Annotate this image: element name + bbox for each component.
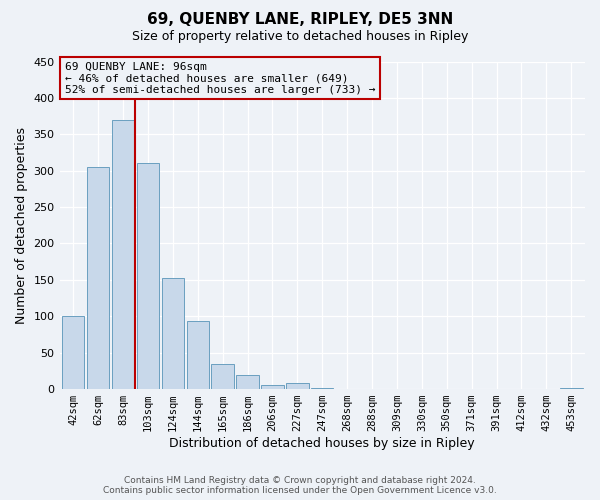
Bar [311, 388, 334, 389]
Bar [112, 120, 134, 389]
Bar [62, 316, 85, 389]
Bar [161, 278, 184, 389]
Text: 69, QUENBY LANE, RIPLEY, DE5 3NN: 69, QUENBY LANE, RIPLEY, DE5 3NN [147, 12, 453, 28]
Bar [286, 382, 308, 389]
Bar [187, 322, 209, 389]
Bar [137, 164, 159, 389]
Text: Size of property relative to detached houses in Ripley: Size of property relative to detached ho… [132, 30, 468, 43]
Text: 69 QUENBY LANE: 96sqm
← 46% of detached houses are smaller (649)
52% of semi-det: 69 QUENBY LANE: 96sqm ← 46% of detached … [65, 62, 375, 94]
Bar [87, 167, 109, 389]
Y-axis label: Number of detached properties: Number of detached properties [15, 127, 28, 324]
X-axis label: Distribution of detached houses by size in Ripley: Distribution of detached houses by size … [169, 437, 475, 450]
Bar [211, 364, 234, 389]
Bar [261, 384, 284, 389]
Bar [560, 388, 583, 389]
Text: Contains HM Land Registry data © Crown copyright and database right 2024.
Contai: Contains HM Land Registry data © Crown c… [103, 476, 497, 495]
Bar [236, 376, 259, 389]
